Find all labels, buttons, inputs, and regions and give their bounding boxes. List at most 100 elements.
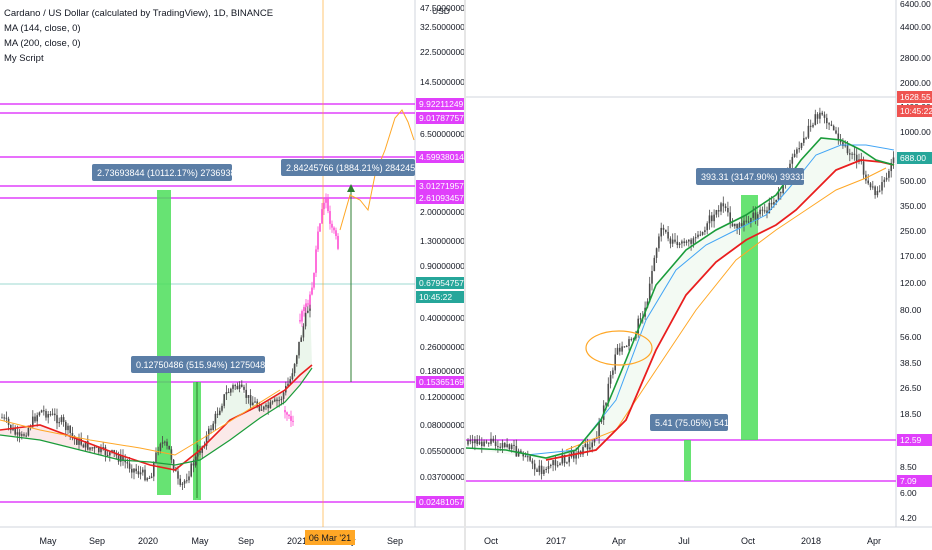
left-candle-body xyxy=(36,415,38,422)
left-candle-body xyxy=(69,425,71,434)
right-candle-body xyxy=(504,443,506,447)
left-candle-body xyxy=(71,433,74,437)
right-candle-body xyxy=(823,114,826,118)
left-candle-body xyxy=(47,414,49,418)
right-candle-body xyxy=(508,444,511,450)
left-candle-body xyxy=(142,469,144,473)
right-candle-body xyxy=(671,239,674,244)
right-candle-body xyxy=(876,190,879,196)
left-script-line xyxy=(0,389,281,456)
right-candle-body xyxy=(662,227,665,230)
left-currency-label: USD xyxy=(432,6,450,16)
right-candle-body xyxy=(842,142,844,147)
left-candle-pink-body xyxy=(303,306,305,312)
left-chart-canvas[interactable]: 47.50000000 32.50000000 22.50000000 14.5000… xyxy=(0,0,465,550)
right-candle-body xyxy=(708,215,711,224)
left-candle-body xyxy=(234,385,236,387)
right-candle-body xyxy=(839,139,842,143)
right-candle-body xyxy=(648,283,651,302)
right-candle-body xyxy=(711,215,713,222)
right-price-tag: 10:45:22 xyxy=(900,106,932,116)
right-candle-body xyxy=(752,212,754,218)
right-candle-body xyxy=(487,442,490,444)
right-highlight-ellipse[interactable] xyxy=(585,330,653,366)
right-candle-body xyxy=(600,419,603,423)
left-candle-body xyxy=(98,446,100,453)
left-candle-pink-body xyxy=(331,223,333,228)
legend-ma144[interactable]: MA (144, close, 0) xyxy=(4,23,81,34)
left-price-tag: 10:45:22 xyxy=(419,292,452,302)
left-price-tag: 0.15365169 xyxy=(419,377,464,387)
left-candle-body xyxy=(205,435,208,446)
panel-divider[interactable] xyxy=(464,0,466,550)
right-candle-body xyxy=(715,210,718,215)
left-candle-pink-body xyxy=(299,320,301,322)
right-price-tag-bg xyxy=(897,152,932,164)
right-candle-body xyxy=(773,202,775,205)
left-candle-body xyxy=(161,442,164,444)
left-x-label: Sep xyxy=(238,536,254,546)
right-y-tick: 1000.00 xyxy=(900,127,931,137)
left-price-tag: 4.59938014 xyxy=(419,152,464,162)
left-candle-body xyxy=(274,399,276,402)
right-price-tag-bg xyxy=(897,475,932,487)
right-candle-body xyxy=(770,202,773,205)
left-candle-body xyxy=(32,416,34,427)
left-candle-body xyxy=(14,428,16,435)
left-candle-body xyxy=(179,478,181,485)
left-measure-label-1: 2.73693844 (10112.17%) 273693844 xyxy=(97,168,245,178)
left-candle-body xyxy=(227,392,230,394)
right-candle-body xyxy=(513,444,515,447)
left-candle-body xyxy=(289,379,291,384)
right-candle-body xyxy=(471,441,474,444)
left-y-tick: 2.00000000 xyxy=(420,207,465,217)
left-measure-band-1[interactable] xyxy=(157,190,171,495)
right-measure-band-1[interactable] xyxy=(741,195,758,440)
left-candle-body xyxy=(56,415,58,424)
left-candle-body xyxy=(183,480,186,484)
right-candle-body xyxy=(747,221,750,223)
legend-script[interactable]: My Script xyxy=(4,53,44,64)
left-candle-body xyxy=(260,409,263,411)
right-candle-body xyxy=(862,161,865,175)
left-candle-body xyxy=(190,463,192,477)
right-candle-body xyxy=(704,230,706,232)
right-ma-green-line xyxy=(466,137,895,459)
left-candle-body xyxy=(131,468,133,473)
right-chart-panel[interactable]: 6400.004400.002800.002000.001400.001000.… xyxy=(466,0,932,550)
right-chart-canvas[interactable]: 6400.004400.002800.002000.001400.001000.… xyxy=(466,0,932,550)
right-candle-body xyxy=(872,186,874,188)
right-measure-label-1-bg xyxy=(696,168,804,185)
right-candle-body xyxy=(577,451,580,454)
right-candle-body xyxy=(869,183,872,188)
right-x-label: Oct xyxy=(741,536,756,546)
left-candle-pink-body xyxy=(305,303,307,307)
right-candle-body xyxy=(816,114,819,119)
right-price-tag-bg xyxy=(897,434,932,446)
right-candle-body xyxy=(867,180,869,184)
left-chart-panel[interactable]: 47.50000000 32.50000000 22.50000000 14.5000… xyxy=(0,0,465,550)
left-price-tag: 2.61093457 xyxy=(419,193,464,203)
left-candle-body xyxy=(287,383,289,386)
left-candle-body xyxy=(245,389,247,398)
left-candle-body xyxy=(124,460,126,463)
left-candle-body xyxy=(58,422,60,424)
left-candle-body xyxy=(54,413,56,416)
right-candle-body xyxy=(826,117,828,124)
legend-ma200[interactable]: MA (200, close, 0) xyxy=(4,38,81,49)
left-candle-body xyxy=(117,455,120,462)
right-measure-band-2[interactable] xyxy=(684,440,691,481)
right-candle-body xyxy=(609,374,612,384)
right-candle-body xyxy=(699,234,702,236)
left-candle-body xyxy=(219,410,221,415)
right-candle-body xyxy=(623,346,626,348)
left-candle-body xyxy=(12,428,14,431)
left-candle-body xyxy=(16,432,19,435)
right-candle-body xyxy=(878,190,881,192)
right-candle-body xyxy=(782,183,784,194)
left-candle-pink-body xyxy=(333,227,335,231)
legend-title: Cardano / US Dollar (calculated by Tradi… xyxy=(4,8,274,19)
left-candle-body xyxy=(67,425,69,431)
right-candle-body xyxy=(745,220,748,222)
right-price-tag: 688.00 xyxy=(900,153,926,163)
